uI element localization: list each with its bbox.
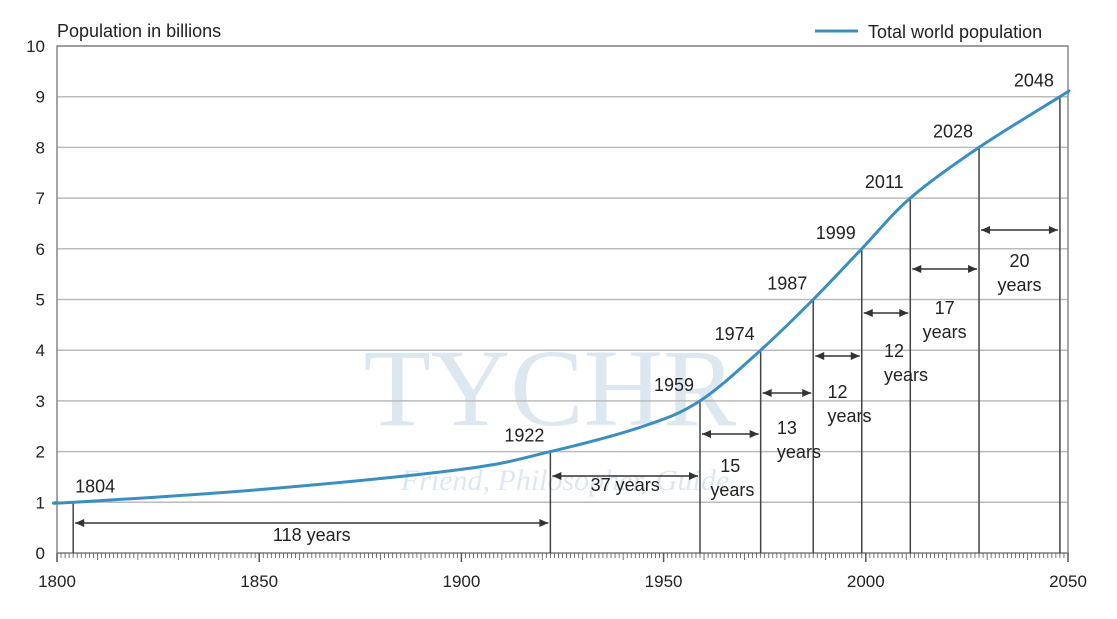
interval-label: 12	[827, 382, 847, 402]
interval-label: 17	[935, 298, 955, 318]
milestone-label: 1804	[75, 476, 115, 496]
interval-label: 37 years	[591, 475, 660, 495]
interval-label: 12	[884, 341, 904, 361]
arrowhead-left	[701, 430, 711, 438]
y-tick-label: 7	[36, 189, 45, 208]
arrowhead-right	[1048, 226, 1058, 234]
x-tick-label: 1950	[645, 572, 683, 591]
y-tick-label: 4	[36, 341, 45, 360]
interval-label-years: years	[884, 365, 928, 385]
watermark-text: TYCHR	[364, 327, 737, 449]
interval-label-years: years	[923, 322, 967, 342]
y-tick-label: 6	[36, 240, 45, 259]
population-line	[51, 89, 1071, 505]
arrowhead-left	[912, 265, 922, 273]
x-tick-label: 1850	[240, 572, 278, 591]
arrowhead-left	[552, 472, 562, 480]
arrowhead-right	[802, 389, 812, 397]
interval-label-years: years	[710, 480, 754, 500]
y-tick-label: 10	[26, 37, 45, 56]
watermark: TYCHR Friend, Philosopher, Guide	[364, 327, 737, 497]
arrowhead-left	[75, 519, 85, 527]
interval-label: 13	[777, 418, 797, 438]
y-tick-label: 1	[36, 493, 45, 512]
milestone-label: 2048	[1014, 71, 1054, 91]
watermark-tagline: Friend, Philosopher, Guide	[400, 464, 729, 497]
legend: Total world population	[815, 22, 1042, 42]
y-axis-title: Population in billions	[57, 21, 221, 41]
milestone-label: 2011	[865, 172, 904, 192]
milestone-label: 1974	[715, 324, 755, 344]
arrowhead-left	[762, 389, 772, 397]
y-tick-label: 5	[36, 291, 45, 310]
milestone-label: 1987	[767, 274, 807, 294]
arrowhead-left	[981, 226, 991, 234]
y-tick-label: 0	[36, 544, 45, 563]
interval-label: 20	[1009, 251, 1029, 271]
interval-label: 118 years	[273, 525, 351, 545]
arrowhead-right	[539, 519, 549, 527]
interval-label: 15	[720, 456, 740, 476]
interval-label-years: years	[777, 442, 821, 462]
y-tick-label: 3	[36, 392, 45, 411]
milestone-label: 1999	[816, 223, 856, 243]
y-tick-label: 2	[36, 443, 45, 462]
x-tick-label: 2050	[1049, 572, 1087, 591]
y-tick-label: 9	[36, 88, 45, 107]
arrowhead-right	[850, 352, 860, 360]
milestone-label: 2028	[933, 121, 973, 141]
arrowhead-left	[815, 352, 825, 360]
arrowhead-right	[899, 309, 909, 317]
interval-label-years: years	[997, 275, 1041, 295]
milestone-label: 1959	[654, 375, 694, 395]
arrowhead-right	[749, 430, 759, 438]
legend-label: Total world population	[868, 22, 1042, 42]
arrowhead-right	[688, 472, 698, 480]
interval-label-years: years	[827, 406, 871, 426]
x-tick-label: 1800	[38, 572, 76, 591]
milestone-label: 1922	[504, 426, 544, 446]
x-tick-label: 2000	[847, 572, 885, 591]
arrowhead-right	[968, 265, 978, 273]
arrowhead-left	[863, 309, 873, 317]
x-tick-label: 1900	[442, 572, 480, 591]
y-tick-label: 8	[36, 138, 45, 157]
